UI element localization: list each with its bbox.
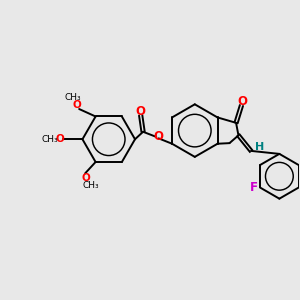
Text: H: H <box>255 142 264 152</box>
Text: O: O <box>81 172 90 182</box>
Text: O: O <box>56 134 65 144</box>
Text: F: F <box>249 181 257 194</box>
Text: CH₃: CH₃ <box>41 135 58 144</box>
Text: O: O <box>73 100 82 110</box>
Text: O: O <box>135 105 145 118</box>
Text: O: O <box>153 130 163 143</box>
Text: O: O <box>237 95 247 108</box>
Text: CH₃: CH₃ <box>64 93 81 102</box>
Text: CH₃: CH₃ <box>82 181 99 190</box>
